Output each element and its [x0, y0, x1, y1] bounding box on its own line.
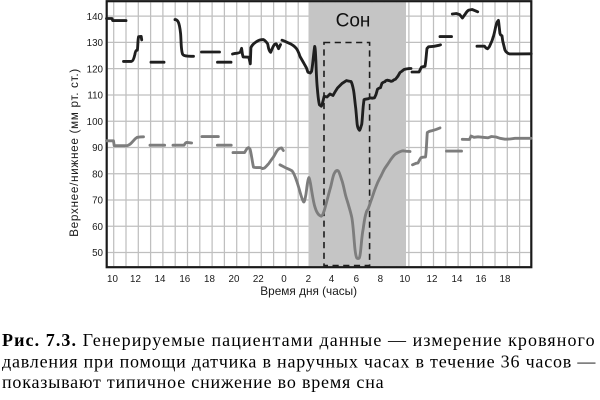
svg-text:Время дня (часы): Время дня (часы) [260, 284, 357, 298]
svg-text:110: 110 [87, 91, 103, 102]
svg-text:14: 14 [452, 274, 463, 285]
svg-text:70: 70 [92, 196, 103, 207]
svg-text:100: 100 [87, 117, 104, 128]
svg-text:18: 18 [500, 274, 511, 285]
svg-text:130: 130 [87, 38, 104, 49]
svg-text:60: 60 [92, 222, 103, 233]
svg-text:10: 10 [399, 274, 410, 285]
svg-text:20: 20 [229, 274, 240, 285]
svg-text:давления при помощи датчика в: давления при помощи датчика в наручных ч… [2, 352, 596, 372]
svg-text:8: 8 [378, 274, 384, 285]
svg-text:90: 90 [92, 143, 103, 154]
svg-text:80: 80 [92, 169, 103, 180]
svg-text:Сон: Сон [336, 10, 371, 31]
svg-text:показывают типичное снижение в: показывают типичное снижение во время сн… [2, 372, 384, 392]
svg-text:0: 0 [281, 274, 287, 285]
svg-text:Рис. 7.3. Генерируемые пациент: Рис. 7.3. Генерируемые пациентами данные… [2, 330, 596, 350]
svg-text:16: 16 [476, 274, 487, 285]
svg-text:14: 14 [155, 274, 166, 285]
svg-text:120: 120 [87, 64, 104, 75]
svg-text:6: 6 [354, 274, 360, 285]
svg-text:22: 22 [253, 274, 264, 285]
svg-text:4: 4 [329, 274, 335, 285]
svg-text:18: 18 [204, 274, 215, 285]
svg-text:Верхнее/нижнее (мм рт. ст.): Верхнее/нижнее (мм рт. ст.) [67, 68, 81, 237]
svg-text:140: 140 [87, 12, 104, 23]
svg-text:50: 50 [92, 248, 103, 259]
svg-text:10: 10 [107, 274, 118, 285]
svg-text:2: 2 [306, 274, 311, 285]
svg-text:12: 12 [130, 274, 141, 285]
svg-text:16: 16 [179, 274, 190, 285]
svg-text:12: 12 [427, 274, 438, 285]
